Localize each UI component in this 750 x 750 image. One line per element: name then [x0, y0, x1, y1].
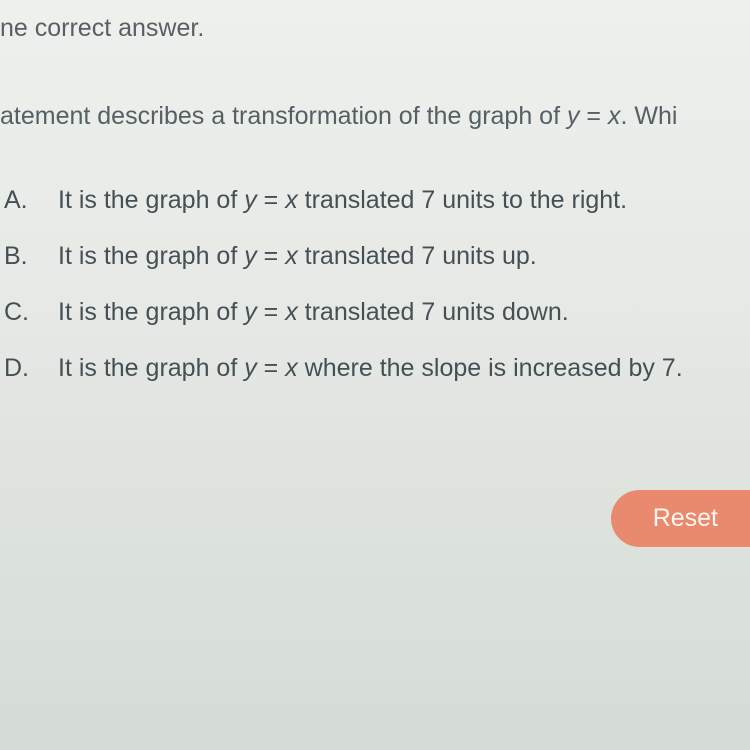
option-letter: A.	[0, 186, 58, 215]
equation-x: x	[285, 242, 298, 270]
equation-eq: =	[579, 102, 608, 130]
option-prefix: It is the graph of	[58, 242, 244, 270]
question-text: atement describes a transformation of th…	[0, 102, 750, 131]
equation-y: y	[244, 186, 257, 214]
instruction-text: ne correct answer.	[0, 14, 204, 43]
equation-eq: =	[257, 242, 286, 270]
equation-y: y	[567, 102, 580, 130]
options-list: A. It is the graph of y = x translated 7…	[0, 186, 683, 410]
reset-button[interactable]: Reset	[611, 490, 750, 547]
question-prefix: atement describes a transformation of th…	[0, 102, 567, 130]
question-suffix: . Whi	[620, 102, 677, 130]
option-letter: D.	[0, 354, 58, 383]
option-prefix: It is the graph of	[58, 354, 244, 382]
equation-eq: =	[257, 298, 286, 326]
option-a[interactable]: A. It is the graph of y = x translated 7…	[0, 186, 683, 215]
option-b[interactable]: B. It is the graph of y = x translated 7…	[0, 242, 683, 271]
option-prefix: It is the graph of	[58, 186, 244, 214]
equation-eq: =	[257, 186, 286, 214]
equation-y: y	[244, 354, 257, 382]
equation-eq: =	[257, 354, 286, 382]
equation-y: y	[244, 242, 257, 270]
equation-x: x	[608, 102, 621, 130]
option-c[interactable]: C. It is the graph of y = x translated 7…	[0, 298, 683, 327]
option-suffix: translated 7 units up.	[298, 242, 537, 270]
option-letter: C.	[0, 298, 58, 327]
option-letter: B.	[0, 242, 58, 271]
option-text: It is the graph of y = x translated 7 un…	[58, 298, 683, 327]
option-suffix: where the slope is increased by 7.	[298, 354, 683, 382]
option-suffix: translated 7 units to the right.	[298, 186, 627, 214]
equation-x: x	[285, 354, 298, 382]
option-text: It is the graph of y = x where the slope…	[58, 354, 683, 383]
option-text: It is the graph of y = x translated 7 un…	[58, 186, 683, 215]
equation-x: x	[285, 186, 298, 214]
option-d[interactable]: D. It is the graph of y = x where the sl…	[0, 354, 683, 383]
option-text: It is the graph of y = x translated 7 un…	[58, 242, 683, 271]
equation-x: x	[285, 298, 298, 326]
option-suffix: translated 7 units down.	[298, 298, 569, 326]
option-prefix: It is the graph of	[58, 298, 244, 326]
equation-y: y	[244, 298, 257, 326]
